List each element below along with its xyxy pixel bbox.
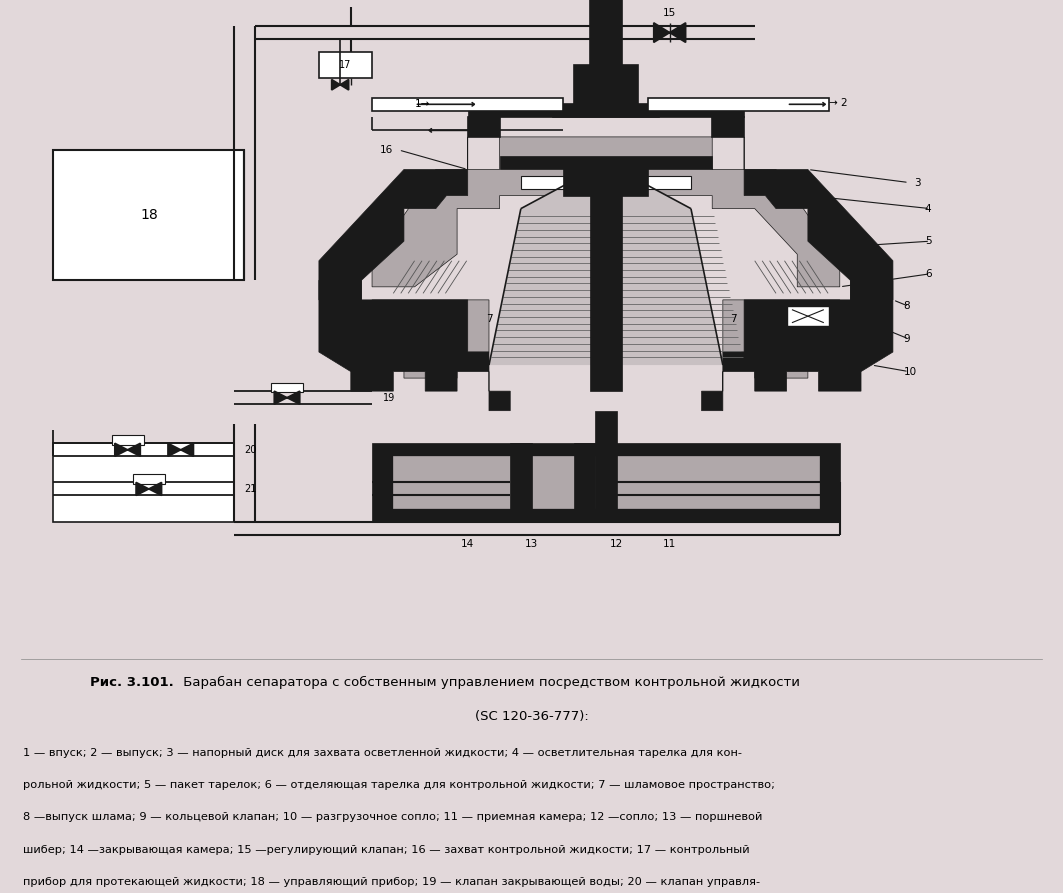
Polygon shape — [648, 98, 829, 111]
Text: Рис. 3.101.: Рис. 3.101. — [90, 676, 174, 689]
Polygon shape — [574, 443, 595, 522]
Polygon shape — [723, 300, 840, 378]
Polygon shape — [115, 443, 140, 456]
Bar — [319, 52, 372, 79]
Text: 7: 7 — [730, 314, 737, 324]
Text: 7: 7 — [486, 314, 492, 324]
Polygon shape — [393, 456, 819, 508]
Polygon shape — [712, 117, 744, 137]
Text: 18: 18 — [140, 208, 157, 222]
Text: 13: 13 — [525, 539, 538, 549]
Polygon shape — [553, 104, 659, 117]
Text: → 2: → 2 — [829, 98, 848, 108]
Polygon shape — [702, 280, 893, 411]
Polygon shape — [274, 391, 300, 405]
Polygon shape — [595, 411, 617, 522]
Text: 19: 19 — [383, 393, 395, 403]
Text: 11: 11 — [663, 539, 676, 549]
Polygon shape — [372, 300, 489, 378]
Text: 20: 20 — [244, 445, 257, 455]
Polygon shape — [468, 117, 500, 137]
Text: 9: 9 — [904, 334, 910, 344]
Text: 8: 8 — [904, 302, 910, 312]
Bar — [271, 383, 303, 392]
Polygon shape — [521, 176, 691, 189]
Polygon shape — [563, 163, 648, 196]
Polygon shape — [468, 104, 744, 117]
Text: 21: 21 — [244, 484, 257, 494]
Polygon shape — [319, 280, 510, 411]
Polygon shape — [574, 65, 638, 104]
Polygon shape — [489, 163, 723, 365]
Polygon shape — [319, 137, 468, 300]
Text: 16: 16 — [381, 145, 393, 154]
Text: (SC 120-36-777):: (SC 120-36-777): — [474, 710, 589, 722]
Polygon shape — [372, 443, 840, 522]
Text: 1→: 1→ — [415, 99, 429, 109]
Bar — [53, 443, 234, 522]
Text: 14: 14 — [461, 539, 474, 549]
Bar — [112, 435, 144, 445]
Bar — [133, 474, 165, 484]
Text: 17: 17 — [339, 60, 352, 71]
Polygon shape — [372, 137, 840, 287]
Polygon shape — [510, 443, 532, 522]
Polygon shape — [787, 306, 829, 326]
Polygon shape — [744, 137, 893, 300]
Polygon shape — [590, 0, 622, 65]
Polygon shape — [332, 79, 349, 90]
Polygon shape — [372, 98, 563, 111]
Text: 4: 4 — [925, 204, 931, 213]
Text: 1 — впуск; 2 — выпуск; 3 — напорный диск для захвата осветленной жидкости; 4 — о: 1 — впуск; 2 — выпуск; 3 — напорный диск… — [23, 748, 742, 758]
Polygon shape — [500, 156, 712, 170]
Text: прибор для протекающей жидкости; 18 — управляющий прибор; 19 — клапан закрывающе: прибор для протекающей жидкости; 18 — уп… — [23, 877, 760, 887]
Text: 12: 12 — [610, 539, 623, 549]
Text: 6: 6 — [925, 269, 931, 279]
Polygon shape — [168, 443, 193, 456]
Text: 10: 10 — [904, 367, 916, 377]
Bar — [53, 150, 244, 280]
Text: Барабан сепаратора с собственным управлением посредством контрольной жидкости: Барабан сепаратора с собственным управле… — [179, 676, 799, 689]
Text: 3: 3 — [914, 178, 921, 188]
Text: 5: 5 — [925, 237, 931, 246]
Text: 15: 15 — [663, 8, 676, 18]
Text: 8 —выпуск шлама; 9 — кольцевой клапан; 10 — разгрузочное сопло; 11 — приемная ка: 8 —выпуск шлама; 9 — кольцевой клапан; 1… — [23, 813, 763, 822]
Polygon shape — [136, 482, 162, 496]
Polygon shape — [590, 163, 622, 391]
Text: рольной жидкости; 5 — пакет тарелок; 6 — отделяющая тарелка для контрольной жидк: рольной жидкости; 5 — пакет тарелок; 6 —… — [23, 780, 775, 790]
Text: шибер; 14 —закрывающая камера; 15 —регулирующий клапан; 16 — захват контрольной : шибер; 14 —закрывающая камера; 15 —регул… — [23, 845, 750, 855]
Polygon shape — [654, 23, 686, 42]
